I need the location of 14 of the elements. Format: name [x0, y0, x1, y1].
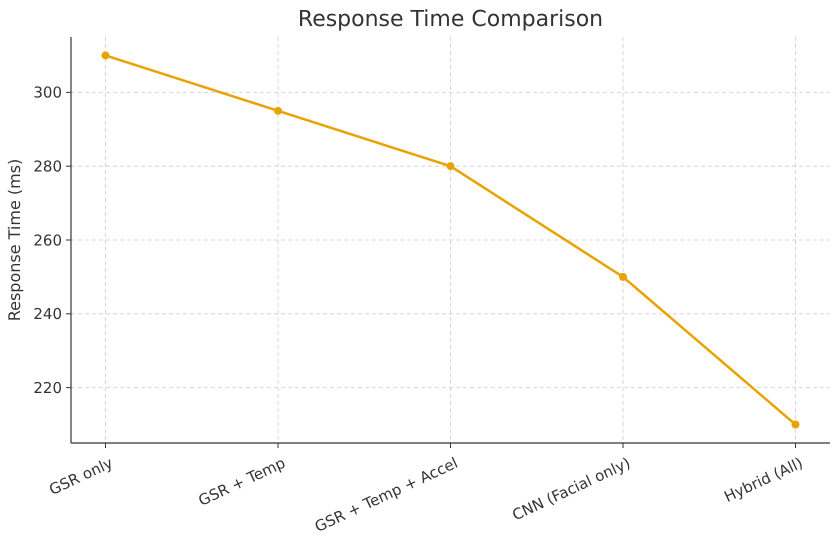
y-tick-label: 300 [33, 84, 62, 102]
y-tick-label: 260 [33, 231, 62, 250]
point [274, 106, 282, 115]
point [102, 51, 110, 60]
y-tick-label: 280 [33, 157, 62, 176]
x-tick-label: GSR + Temp [196, 454, 288, 510]
y-axis-title: Response Time (ms) [5, 158, 24, 322]
point [446, 162, 454, 170]
y-tick-label: 220 [33, 378, 62, 397]
point [619, 272, 627, 281]
x-tick-label: GSR only [46, 454, 116, 499]
y-tick-label: 240 [33, 305, 62, 324]
point [792, 420, 800, 429]
chart-title: Response Time Comparison [298, 7, 604, 32]
